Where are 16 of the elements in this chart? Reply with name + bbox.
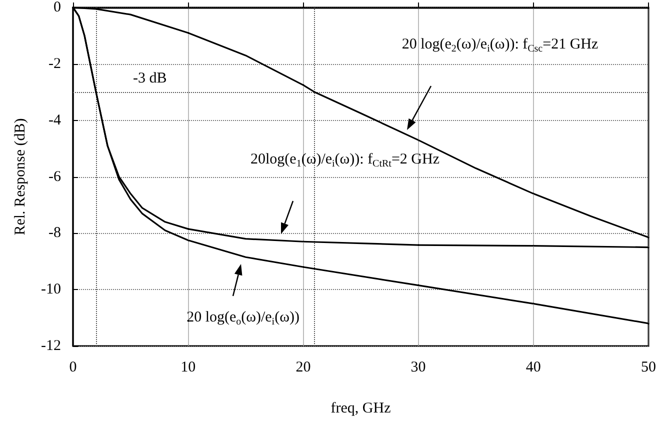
x-axis-title: freq, GHz <box>330 400 392 416</box>
y-tick-label: -8 <box>48 225 61 242</box>
y-tick-label: 0 <box>54 0 61 16</box>
x-tick-label: 30 <box>410 360 426 376</box>
y-tick-label: -2 <box>48 56 61 72</box>
x-tick-label: 20 <box>296 360 311 376</box>
y-tick-label: -4 <box>48 112 62 128</box>
y-tick-label: -10 <box>41 282 61 298</box>
x-tick-label: 0 <box>69 360 77 376</box>
y-axis-title: Rel. Response (dB) <box>12 118 28 236</box>
x-tick-label: 50 <box>641 360 656 376</box>
x-tick-label: 40 <box>526 360 541 376</box>
ref-line-label: -3 dB <box>133 70 167 87</box>
y-tick-label: -12 <box>41 338 61 354</box>
y-tick-label: -6 <box>48 168 62 185</box>
x-tick-label: 10 <box>180 360 196 376</box>
